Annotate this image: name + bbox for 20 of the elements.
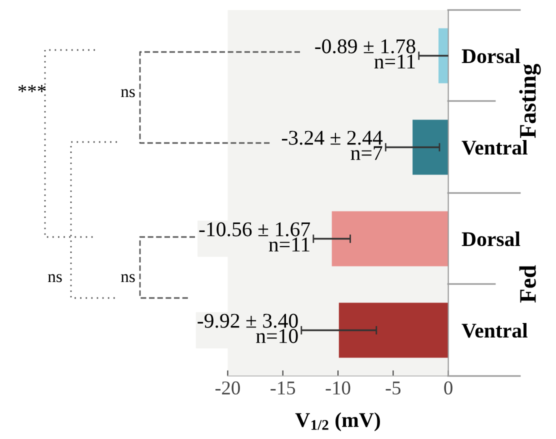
data-label: -3.24 ± 2.44 n=7 [282, 130, 383, 160]
y-tick-label: Dorsal [462, 232, 520, 246]
x-tick-label: 0 [444, 381, 452, 395]
y-tick-label: Ventral [462, 323, 528, 338]
y-tick-label: Ventral [462, 140, 528, 155]
x-tick-label: -20 [215, 381, 240, 395]
data-label: -9.92 ± 3.40 n=10 [198, 314, 298, 344]
x-axis-title: V$_{1/2}$ (mV) [295, 412, 380, 432]
data-label: -10.56 ± 1.67 n=11 [199, 222, 310, 252]
text: ns [120, 89, 135, 98]
text: *** [18, 84, 46, 92]
data-label: -0.89 ± 1.78 n=11 [315, 39, 416, 68]
x-tick-label: -10 [326, 381, 350, 395]
x-tick-label: -5 [386, 382, 400, 395]
text: ns [120, 274, 135, 282]
text: Fasting [519, 64, 541, 138]
text: Fed [519, 265, 536, 303]
x-tick-label: -15 [270, 382, 296, 395]
text: ns [48, 274, 62, 282]
y-tick-label: Dorsal [462, 48, 520, 64]
